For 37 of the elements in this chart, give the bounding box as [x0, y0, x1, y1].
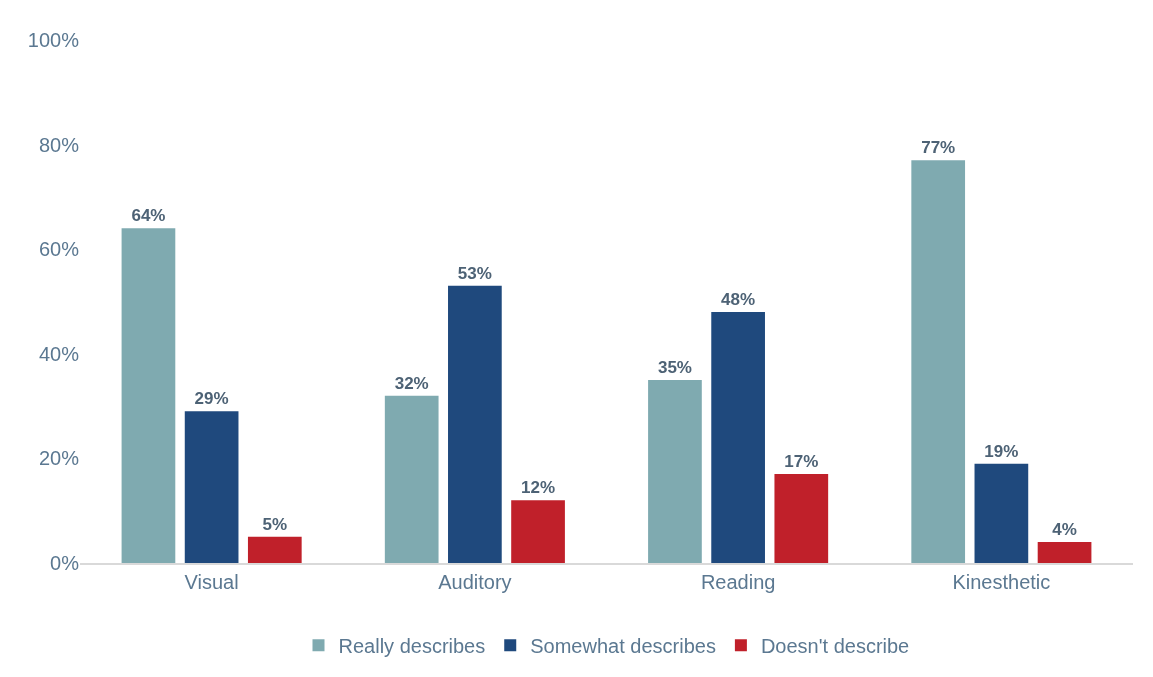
data-label: 4% — [1052, 520, 1077, 540]
bar — [448, 285, 502, 563]
data-label: 5% — [262, 514, 288, 534]
data-label: 64% — [131, 206, 166, 226]
bar — [511, 500, 565, 563]
bar — [911, 160, 966, 563]
data-label: 53% — [457, 263, 492, 283]
data-label: 17% — [784, 452, 819, 472]
x-tick-label: Reading — [700, 570, 776, 593]
data-label: 12% — [521, 478, 556, 498]
y-tick-label: 40% — [38, 342, 80, 365]
y-tick-label: 60% — [38, 238, 80, 261]
bar — [121, 228, 176, 563]
bar — [774, 474, 829, 563]
bar — [711, 311, 765, 563]
x-tick-label: Visual — [184, 570, 239, 593]
data-label: 48% — [721, 289, 756, 309]
legend-label: Really describes — [338, 635, 486, 658]
data-label: 32% — [394, 373, 429, 393]
y-tick-label: 0% — [50, 552, 80, 574]
bar — [384, 395, 439, 563]
x-tick-label: Auditory — [438, 570, 512, 593]
legend-label: Somewhat describes — [530, 635, 716, 658]
data-label: 29% — [194, 389, 229, 409]
y-tick-label: 20% — [38, 447, 80, 470]
data-label: 35% — [657, 357, 692, 377]
bar — [1037, 542, 1092, 563]
legend-label: Doesn't describe — [760, 635, 910, 658]
data-label: 19% — [984, 441, 1019, 461]
data-label: 77% — [921, 138, 956, 158]
bar — [974, 463, 1029, 563]
bar — [184, 411, 239, 563]
y-tick-label: 100% — [27, 29, 80, 51]
bar — [648, 379, 702, 563]
y-tick-label: 80% — [38, 133, 80, 156]
x-tick-label: Kinesthetic — [952, 570, 1051, 593]
bar — [247, 536, 302, 563]
